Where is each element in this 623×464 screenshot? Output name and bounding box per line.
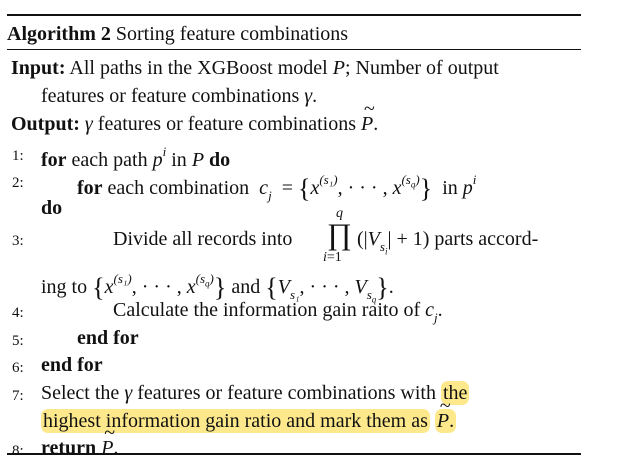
line-text: Select the	[41, 382, 120, 404]
math-cj: cj	[259, 177, 272, 203]
math-p: pi	[152, 144, 167, 171]
keyword-end-for: end for	[41, 354, 103, 376]
algo-line-1: for each path pi in P do	[41, 141, 230, 171]
line-number: 4:	[12, 305, 24, 321]
line-text: in	[171, 149, 187, 171]
input-line: Input: All paths in the XGBoost model P;…	[11, 57, 499, 79]
line-text: each combination	[107, 177, 250, 199]
math-gamma: γ	[304, 85, 313, 107]
period: .	[373, 113, 379, 135]
algorithm-title: Sorting feature combinations	[115, 23, 349, 45]
highlight: P.	[434, 395, 457, 433]
caption-rule	[7, 49, 581, 50]
input-text-3: features or feature combinations	[41, 85, 300, 107]
math-P: P	[332, 57, 345, 79]
line-number: 7:	[12, 388, 24, 404]
math-prod-symbol: ∏	[327, 218, 352, 251]
output-keyword: Output:	[11, 113, 80, 135]
math-P: P	[191, 149, 205, 171]
keyword-return: return	[41, 437, 97, 459]
math-brace: }	[419, 174, 433, 203]
algo-line-3: Divide all records into	[113, 228, 292, 250]
line-text: Calculate the information gain raito of	[113, 299, 421, 321]
keyword-end-for: end for	[77, 327, 139, 349]
line-text: each path	[71, 149, 148, 171]
period: .	[312, 85, 318, 107]
line-number: 6:	[12, 360, 24, 376]
algo-line-7: Select the γ features or feature combina…	[41, 381, 470, 405]
math-gamma: γ	[84, 113, 93, 135]
math-P: P	[101, 437, 114, 459]
keyword-for: for	[41, 149, 67, 171]
output-text: features or feature combinations	[97, 113, 357, 135]
highlight: highest information gain ratio and mark …	[41, 409, 430, 433]
math-p: pi	[462, 172, 477, 199]
line-number: 1:	[12, 148, 24, 164]
math-brace: }	[376, 273, 389, 302]
input-text: All paths in the XGBoost model	[69, 57, 328, 79]
algo-line-6: end for	[41, 354, 103, 376]
line-number: 5:	[12, 333, 24, 349]
math-x-s1: x(s₁)	[310, 172, 338, 199]
line-text: parts accord-	[434, 228, 539, 250]
input-line-cont: features or feature combinations γ.	[41, 85, 317, 107]
input-keyword: Input:	[11, 57, 66, 79]
keyword-do: do	[209, 149, 231, 171]
algo-line-3-math: (|Vsi| + 1) parts accord-	[357, 228, 539, 257]
math-brace: {	[92, 273, 105, 302]
math-prod-lower: i=1	[323, 250, 342, 265]
algo-line-8: return P.	[41, 422, 119, 459]
math-brace: {	[297, 174, 311, 203]
math-gamma: γ	[124, 382, 133, 404]
bottom-rule	[7, 453, 581, 455]
line-number: 2:	[12, 175, 24, 191]
period: .	[113, 437, 119, 459]
math-P-tilde: P	[436, 395, 451, 432]
math-brace: }	[213, 273, 227, 302]
algo-line-5: end for	[77, 327, 139, 349]
line-text: Divide all records into	[113, 228, 293, 250]
top-rule	[7, 14, 581, 16]
algo-line-7-cont: highest information gain ratio and mark …	[41, 395, 457, 433]
line-text: in	[442, 177, 458, 199]
line-text: and	[231, 276, 261, 298]
algo-line-4: Calculate the information gain raito of …	[113, 299, 443, 325]
algo-line-2: for each combination cj = {x(s₁), · · · …	[77, 172, 477, 203]
output-line: Output: γ features or feature combinatio…	[11, 98, 379, 135]
math-prod-upper: q	[336, 206, 343, 221]
period: .	[449, 410, 455, 432]
line-number: 3:	[12, 233, 24, 249]
line-number: 8:	[12, 443, 24, 459]
algorithm-caption: Algorithm 2 Sorting feature combinations	[7, 23, 348, 45]
keyword-do: do	[41, 197, 63, 219]
line-text: ing to	[41, 276, 88, 298]
line-text: features or feature combinations with	[137, 382, 436, 404]
math-P-tilde: P	[101, 422, 115, 459]
math-P: P	[436, 410, 450, 432]
math-P-tilde: P	[361, 98, 375, 135]
math-brace: {	[265, 273, 278, 302]
algo-line-3-cont: ing to {x(s₁), · · · , x(sq)} and {Vs₁, …	[41, 271, 394, 305]
algo-line-2-cont: do	[41, 197, 62, 219]
math-x-sq: x(sq)	[392, 172, 420, 199]
algorithm-label: Algorithm 2	[7, 23, 111, 45]
keyword-for: for	[77, 177, 103, 199]
input-text-2: ; Number of output	[344, 57, 499, 79]
math-P: P	[361, 113, 374, 135]
